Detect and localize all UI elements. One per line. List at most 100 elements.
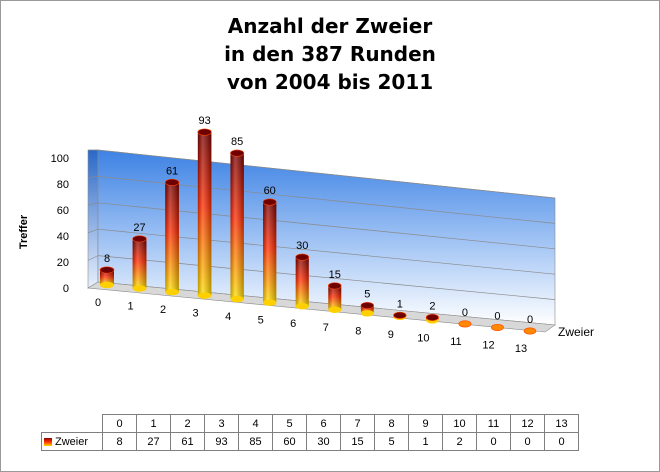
bar-value-label: 15 <box>329 269 341 281</box>
bar <box>425 313 439 324</box>
bar-value-label: 0 <box>527 314 533 326</box>
bar-shade <box>197 132 212 296</box>
table-cell: 93 <box>204 432 239 451</box>
table-header-cell: 1 <box>136 414 171 433</box>
table-cell: 0 <box>510 432 545 451</box>
bar-top <box>99 266 115 274</box>
table-header-cell: 7 <box>340 414 375 433</box>
bar-base <box>360 310 374 317</box>
table-header-cell: 3 <box>204 414 239 433</box>
bar-top <box>230 149 245 157</box>
table-cell: 0 <box>544 432 579 451</box>
table-cell: 0 <box>476 432 511 451</box>
chart-title: Anzahl der Zweier in den 387 Runden von … <box>0 12 660 96</box>
bar-value-label: 61 <box>166 165 178 177</box>
bar <box>197 128 212 299</box>
bar-top <box>328 282 342 290</box>
bar-base <box>165 288 179 296</box>
table-cell: 27 <box>136 432 171 451</box>
table-cell: 1 <box>408 432 443 451</box>
gridline-side <box>87 255 99 261</box>
title-line-3: von 2004 bis 2011 <box>226 70 434 94</box>
bar <box>458 320 472 328</box>
y-tick-label: 40 <box>57 231 69 243</box>
gridline-side <box>87 176 99 178</box>
bar-base <box>100 281 114 289</box>
bar-base <box>295 303 309 310</box>
bar <box>393 311 407 321</box>
y-tick-label: 60 <box>57 205 69 217</box>
bar-value-label: 2 <box>429 300 435 312</box>
table-header-cell: 5 <box>272 414 307 433</box>
bar-value-label: 60 <box>264 185 276 197</box>
table-header-cell: 10 <box>442 414 477 433</box>
x-tick-label: 10 <box>417 332 429 344</box>
table-header-cell: 8 <box>374 414 409 433</box>
title-line-1: Anzahl der Zweier <box>227 14 433 38</box>
x-tick-label: 1 <box>127 301 133 313</box>
bar-shade <box>295 257 309 307</box>
table-cell: 60 <box>272 432 307 451</box>
bar-value-label: 1 <box>397 298 403 310</box>
bar <box>328 282 342 313</box>
table-row: Zweier 8 27 61 93 85 60 30 15 5 1 2 0 0 0 <box>41 432 579 451</box>
y-tick-label: 80 <box>57 179 69 191</box>
table-cell: 2 <box>442 432 477 451</box>
table-cell: 5 <box>374 432 409 451</box>
bar <box>99 266 115 289</box>
bar-top <box>197 128 212 136</box>
x-tick-label: 3 <box>193 308 199 320</box>
bar-value-label: 5 <box>364 289 370 301</box>
bar-shade <box>165 182 179 293</box>
bar-top <box>262 198 277 206</box>
table-series-label: Zweier <box>41 432 103 451</box>
bar <box>230 149 245 303</box>
table-header-cell: 2 <box>170 414 205 433</box>
bar-value-label: 85 <box>231 136 243 148</box>
bar-top <box>523 327 537 335</box>
bar-top <box>425 313 439 321</box>
bar-value-label: 30 <box>296 240 308 252</box>
y-axis-ticks: 0 20 40 60 80 100 <box>51 153 69 295</box>
bar-base <box>230 295 244 303</box>
table-header-cell: 9 <box>408 414 443 433</box>
table-cell: 61 <box>170 432 205 451</box>
bar-base <box>132 285 147 292</box>
legend-key <box>44 437 52 446</box>
bar-top <box>393 311 407 319</box>
table-header-cell: 6 <box>306 414 341 433</box>
title-line-2: in den 387 Runden <box>224 42 436 66</box>
x-tick-label: 4 <box>225 311 231 323</box>
x-tick-label: 8 <box>355 325 361 337</box>
x-tick-label: 7 <box>323 322 329 334</box>
side-wall <box>87 149 99 289</box>
bar-top <box>164 178 180 186</box>
bar-value-label: 8 <box>104 253 110 265</box>
bar-value-label: 27 <box>133 222 145 234</box>
bar-shade <box>360 305 374 314</box>
bar-value-label: 93 <box>198 115 210 127</box>
x-tick-label: 2 <box>160 304 166 316</box>
bar <box>164 178 180 296</box>
x-tick-label: 13 <box>515 343 527 355</box>
y-tick-label: 20 <box>57 257 69 269</box>
bar-top <box>295 253 310 261</box>
x-tick-label: 5 <box>258 315 264 327</box>
x-tick-label: 6 <box>290 318 296 330</box>
x-axis-ticks: 0 1 2 3 4 5 6 7 8 9 10 11 12 13 <box>95 297 527 355</box>
data-table: 0 1 2 3 4 5 6 7 8 9 10 11 12 13 Zweier 8 27 61 93 85 60 30 1… <box>41 414 579 451</box>
y-tick-label: 100 <box>51 153 69 165</box>
bar <box>132 235 147 292</box>
bar-shade <box>100 269 114 285</box>
bar <box>262 198 277 306</box>
gridline <box>97 149 556 199</box>
bar-top <box>458 320 472 328</box>
x-tick-label: 12 <box>482 339 494 351</box>
x-tick-label: 11 <box>450 336 461 348</box>
table-cell: 85 <box>238 432 273 451</box>
bar-base <box>197 292 212 299</box>
bar <box>295 253 310 310</box>
bar-base <box>263 299 277 306</box>
